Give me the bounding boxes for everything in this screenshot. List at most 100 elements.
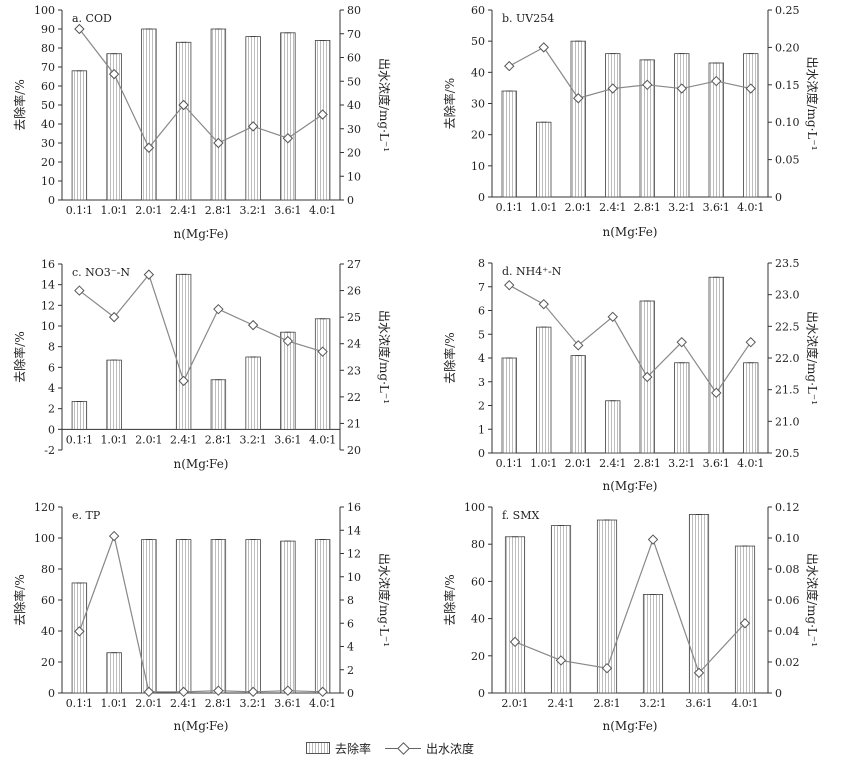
right-tick-label: 0: [347, 687, 354, 700]
panel-title: a. COD: [72, 12, 112, 25]
effluent-point: [573, 340, 584, 351]
effluent-point: [282, 335, 294, 347]
category-label: 2.0∶1: [135, 433, 162, 446]
removal-rate-bar: [280, 331, 296, 430]
effluent-line: [79, 273, 323, 383]
effluent-point: [607, 83, 618, 94]
left-tick-label: 0: [478, 447, 485, 460]
category-label: 3.2∶1: [639, 697, 666, 710]
right-tick-label: 0: [775, 687, 782, 700]
category-label: 1.0∶1: [100, 433, 127, 446]
effluent-point: [247, 686, 259, 698]
effluent-point: [247, 319, 259, 331]
effluent-point: [213, 303, 224, 315]
left-tick-label: 20: [471, 650, 485, 663]
effluent-point: [143, 142, 155, 153]
right-tick-label: 0.05: [775, 154, 800, 167]
effluent-point: [555, 655, 567, 666]
removal-rate-bar: [642, 594, 664, 694]
effluent-point: [538, 298, 549, 310]
effluent-point: [317, 109, 328, 120]
right-tick-label: 23.5: [775, 257, 800, 270]
right-tick-label: 0: [775, 191, 782, 204]
right-tick-label: 16: [347, 501, 361, 514]
right-tick-label: 22: [347, 391, 361, 404]
right-tick-label: 70: [347, 28, 361, 41]
right-tick-label: 25: [347, 311, 361, 324]
right-tick-label: 4: [347, 641, 354, 654]
category-label: 3.6∶1: [274, 204, 301, 217]
left-tick-label: 3: [478, 376, 485, 389]
right-tick-label: 0: [347, 194, 354, 207]
effluent-point: [538, 42, 549, 53]
right-tick-label: 0.20: [775, 41, 800, 54]
effluent-point: [282, 133, 294, 144]
right-tick-label: 0.10: [775, 116, 800, 129]
right-axis-label: 出水浓度/mg·L⁻¹: [377, 553, 392, 647]
category-label: 3.6∶1: [703, 457, 730, 470]
effluent-point: [676, 336, 687, 348]
multi-panel-chart: 0102030405060708090100010203040506070800…: [12, 4, 820, 733]
x-axis-label: n(Mg∶Fe): [174, 457, 229, 471]
left-tick-label: 30: [41, 137, 55, 150]
right-tick-label: 14: [347, 524, 361, 537]
right-tick-label: 2: [347, 664, 354, 677]
removal-rate-bar: [210, 379, 227, 430]
removal-rate-bar: [175, 41, 192, 201]
category-label: 2.0∶1: [135, 204, 162, 217]
right-tick-label: 24: [347, 338, 361, 351]
category-label: 4.0∶1: [309, 697, 336, 710]
panel-title: b. UV254: [502, 12, 554, 25]
removal-rate-bar: [674, 53, 690, 198]
removal-rate-bar: [71, 70, 88, 201]
category-label: 2.4∶1: [547, 697, 574, 710]
category-label: 2.8∶1: [205, 204, 232, 217]
category-label: 2.8∶1: [634, 201, 661, 214]
removal-rate-bar: [245, 539, 261, 694]
effluent-point: [247, 121, 259, 132]
left-tick-label: 10: [41, 175, 55, 188]
category-label: 2.4∶1: [599, 457, 626, 470]
right-tick-label: 0.02: [775, 656, 800, 669]
left-tick-label: 12: [41, 299, 55, 312]
left-tick-label: 60: [41, 594, 55, 607]
effluent-point: [711, 75, 722, 87]
right-tick-label: 6: [347, 617, 354, 630]
removal-rate-bar: [210, 539, 227, 694]
left-tick-label: 1: [478, 423, 485, 436]
left-tick-label: 6: [478, 305, 485, 318]
effluent-point: [74, 23, 85, 35]
right-axis-label: 出水浓度/mg·L⁻¹: [805, 311, 820, 405]
effluent-point: [745, 83, 756, 94]
right-tick-label: 40: [347, 99, 361, 112]
left-tick-label: 10: [41, 320, 55, 333]
left-tick-label: 0: [478, 191, 485, 204]
category-label: 2.0∶1: [565, 457, 592, 470]
left-tick-label: 70: [41, 61, 55, 74]
category-label: 3.6∶1: [274, 433, 301, 446]
removal-rate-bar: [743, 362, 759, 454]
right-tick-label: 0.08: [775, 563, 800, 576]
right-tick-label: 20: [347, 147, 361, 160]
category-label: 3.2∶1: [239, 697, 266, 710]
effluent-point: [74, 626, 85, 637]
right-tick-label: 0.04: [775, 625, 800, 638]
category-label: 0.1∶1: [66, 433, 93, 446]
category-label: 3.6∶1: [685, 697, 712, 710]
effluent-point: [213, 685, 224, 696]
effluent-line: [508, 46, 751, 99]
panel-title: f. SMX: [502, 509, 539, 522]
right-tick-label: 8: [347, 594, 354, 607]
panel-title: e. TP: [72, 509, 101, 522]
effluent-point: [642, 79, 653, 91]
category-label: 2.4∶1: [170, 697, 197, 710]
right-tick-label: 23: [347, 364, 361, 377]
category-label: 3.2∶1: [239, 433, 266, 446]
category-label: 4.0∶1: [737, 457, 764, 470]
left-axis-label: 去除率/%: [442, 78, 457, 129]
chart-panel-4: 0 1 2 3 4 5 6 7 8 20.5 21.0 21.5 22.0 22.5 23.0 23.5 0.1…: [442, 257, 820, 493]
left-tick-label: 14: [41, 279, 55, 292]
category-label: 1.0∶1: [530, 201, 557, 214]
right-axis-label: 出水浓度/mg·L⁻¹: [805, 56, 820, 150]
